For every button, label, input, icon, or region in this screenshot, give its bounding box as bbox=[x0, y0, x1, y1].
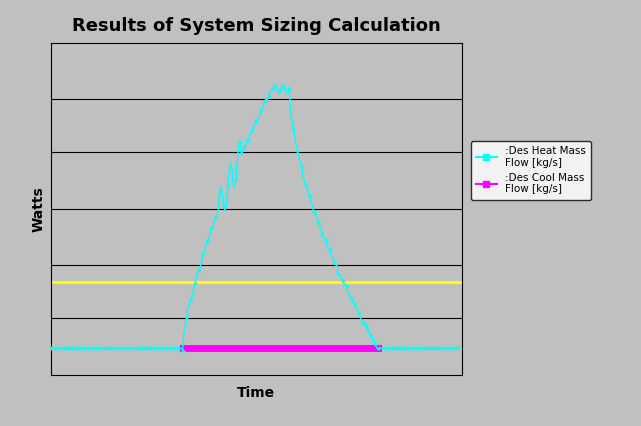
Legend: :Des Heat Mass
Flow [kg/s], :Des Cool Mass
Flow [kg/s]: :Des Heat Mass Flow [kg/s], :Des Cool Ma… bbox=[471, 141, 591, 200]
Y-axis label: Watts: Watts bbox=[31, 186, 46, 232]
Title: Results of System Sizing Calculation: Results of System Sizing Calculation bbox=[72, 17, 441, 35]
X-axis label: Time: Time bbox=[237, 386, 276, 400]
